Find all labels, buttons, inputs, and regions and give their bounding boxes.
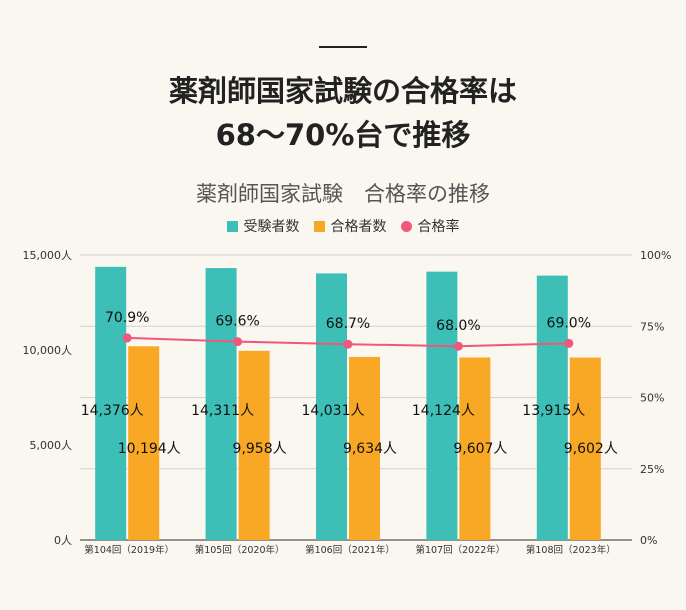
x-axis-tick-label: 第104回（2019年） bbox=[84, 544, 174, 556]
headline-line2: 68～70%台で推移 bbox=[215, 118, 471, 152]
left-axis-tick-label: 5,000人 bbox=[30, 439, 73, 452]
x-axis-tick-label: 第107回（2022年） bbox=[415, 544, 505, 556]
legend: 受験者数 合格者数 合格率 bbox=[0, 216, 686, 236]
bar-examinees bbox=[95, 266, 127, 540]
x-axis-tick-label: 第106回（2021年） bbox=[305, 544, 395, 556]
bar-passers bbox=[459, 357, 491, 540]
bar-examinees bbox=[536, 275, 568, 540]
data-label-pass-rate: 68.7% bbox=[326, 316, 370, 332]
headline-line1: 薬剤師国家試験の合格率は bbox=[168, 74, 517, 108]
data-label-passers: 9,634人 bbox=[343, 441, 397, 457]
legend-item-pass-rate: 合格率 bbox=[400, 216, 460, 236]
bar-examinees bbox=[316, 273, 347, 540]
right-axis-tick-label: 75% bbox=[640, 320, 664, 333]
data-label-pass-rate: 69.0% bbox=[547, 315, 591, 331]
data-label-pass-rate: 70.9% bbox=[105, 310, 149, 326]
bar-examinees bbox=[426, 271, 458, 540]
bar-passers bbox=[569, 357, 601, 540]
bar-passers bbox=[128, 346, 160, 540]
x-axis-tick-label: 第105回（2020年） bbox=[195, 544, 285, 556]
point-pass-rate bbox=[564, 338, 574, 348]
title-rule bbox=[319, 46, 367, 48]
data-label-passers: 9,607人 bbox=[453, 441, 507, 457]
left-axis-tick-label: 10,000人 bbox=[23, 344, 73, 357]
left-axis-tick-label: 0人 bbox=[54, 534, 72, 547]
point-pass-rate bbox=[343, 339, 353, 349]
legend-item-examinees: 受験者数 bbox=[226, 216, 300, 236]
data-label-examinees: 14,031人 bbox=[302, 403, 365, 419]
data-label-pass-rate: 68.0% bbox=[436, 318, 480, 334]
x-axis-tick-label: 第108回（2023年） bbox=[526, 544, 616, 556]
data-label-passers: 10,194人 bbox=[118, 441, 181, 457]
data-label-examinees: 13,915人 bbox=[522, 403, 585, 419]
right-axis-tick-label: 25% bbox=[640, 463, 664, 476]
point-pass-rate bbox=[453, 341, 463, 351]
right-axis-tick-label: 100% bbox=[640, 249, 671, 262]
legend-item-passers: 合格者数 bbox=[313, 216, 387, 236]
right-axis-tick-label: 50% bbox=[640, 392, 664, 405]
data-label-passers: 9,602人 bbox=[564, 441, 618, 457]
data-label-examinees: 14,311人 bbox=[191, 403, 254, 419]
point-pass-rate bbox=[122, 333, 132, 343]
left-axis-tick-label: 15,000人 bbox=[23, 249, 73, 262]
bar-passers bbox=[349, 356, 380, 540]
bar-passers bbox=[238, 350, 270, 540]
point-pass-rate bbox=[233, 337, 243, 347]
data-label-passers: 9,958人 bbox=[233, 441, 287, 457]
right-axis-tick-label: 0% bbox=[640, 534, 657, 547]
data-label-examinees: 14,124人 bbox=[412, 403, 475, 419]
bar-examinees bbox=[205, 268, 237, 540]
data-label-examinees: 14,376人 bbox=[81, 403, 144, 419]
chart-title: 薬剤師国家試験 合格率の推移 bbox=[196, 182, 490, 206]
data-label-pass-rate: 69.6% bbox=[215, 314, 259, 330]
